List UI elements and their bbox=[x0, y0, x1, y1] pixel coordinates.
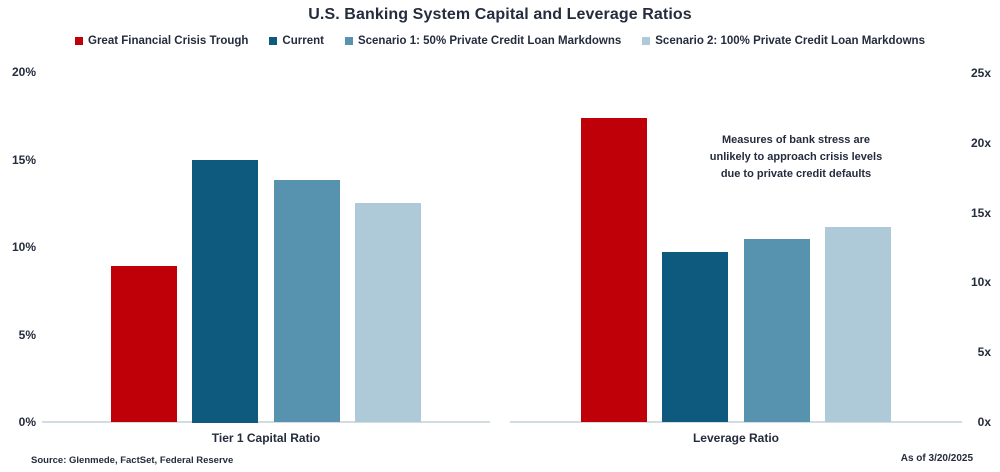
right-axis-tick-label: 20x bbox=[970, 135, 991, 150]
as-of-date: As of 3/20/2025 bbox=[900, 453, 973, 464]
bar-leverage-ratio-series-1 bbox=[662, 252, 728, 422]
bar-tier-1-capital-ratio-series-3 bbox=[355, 203, 421, 422]
legend-item-0: Great Financial Crisis Trough bbox=[75, 35, 248, 47]
legend-swatch-icon bbox=[269, 37, 278, 45]
legend-item-label: Scenario 2: 100% Private Credit Loan Mar… bbox=[655, 35, 925, 47]
bar-leverage-ratio-series-3 bbox=[825, 227, 891, 422]
left-axis-tick-label: 10% bbox=[11, 240, 36, 254]
right-axis-tick-label: 15x bbox=[970, 205, 991, 220]
annotation-line: due to private credit defaults bbox=[720, 168, 872, 180]
legend-item-3: Scenario 2: 100% Private Credit Loan Mar… bbox=[642, 35, 925, 47]
legend-item-label: Great Financial Crisis Trough bbox=[88, 35, 249, 47]
bar-leverage-ratio-series-0 bbox=[581, 118, 647, 422]
category-label: Leverage Ratio bbox=[692, 431, 780, 445]
bar-tier-1-capital-ratio-series-1 bbox=[192, 160, 258, 423]
x-axis-line bbox=[42, 421, 490, 423]
annotation-line: Measures of bank stress are bbox=[722, 134, 870, 146]
bar-tier-1-capital-ratio-series-0 bbox=[111, 266, 177, 422]
legend-item-label: Current bbox=[282, 35, 324, 47]
annotation-text: Measures of bank stress are unlikely to a… bbox=[680, 132, 912, 183]
legend-item-label: Scenario 1: 50% Private Credit Loan Mark… bbox=[357, 35, 622, 47]
right-axis-tick-label: 10x bbox=[970, 275, 991, 290]
right-axis-tick-label: 0x bbox=[977, 415, 991, 429]
annotation-line: unlikely to approach crisis levels bbox=[709, 151, 883, 163]
right-axis-tick-label: 5x bbox=[977, 345, 991, 360]
x-axis-line bbox=[510, 421, 962, 423]
category-label: Tier 1 Capital Ratio bbox=[211, 431, 321, 445]
left-axis-tick-label: 5% bbox=[18, 327, 36, 342]
bar-leverage-ratio-series-2 bbox=[744, 239, 810, 422]
legend-item-2: Scenario 1: 50% Private Credit Loan Mark… bbox=[344, 35, 622, 47]
left-axis-tick-label: 15% bbox=[11, 152, 36, 167]
left-axis-tick-label: 0% bbox=[18, 415, 36, 429]
legend-swatch-icon bbox=[75, 37, 84, 45]
bar-tier-1-capital-ratio-series-2 bbox=[274, 180, 340, 422]
legend: Great Financial Crisis Trough Current Scen… bbox=[0, 35, 1000, 47]
legend-swatch-icon bbox=[344, 37, 353, 45]
legend-swatch-icon bbox=[642, 37, 651, 45]
chart-title: U.S. Banking System Capital and Leverage… bbox=[308, 6, 692, 23]
left-axis-tick-label: 20% bbox=[11, 65, 36, 79]
legend-item-1: Current bbox=[269, 35, 324, 47]
source-note: Source: Glenmede, FactSet, Federal Reser… bbox=[31, 455, 234, 466]
right-axis-tick-label: 25x bbox=[970, 66, 991, 80]
